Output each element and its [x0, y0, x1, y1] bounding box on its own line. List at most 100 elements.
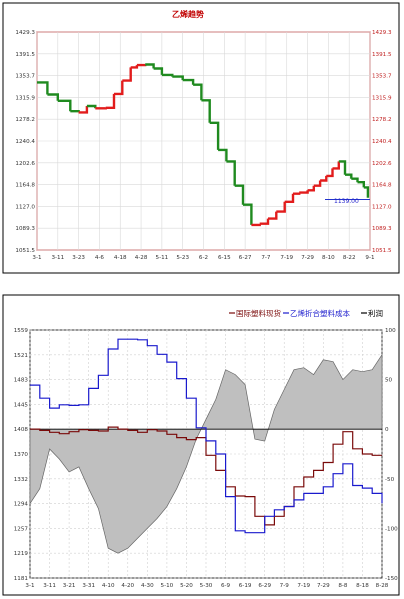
chart1-step-segment: [276, 201, 286, 213]
chart2-series-lines: [30, 338, 383, 534]
chart1-ytick-left: 1051.5: [15, 248, 35, 254]
chart1-xtick: 5-11: [156, 255, 169, 261]
chart2-ytick-left: 1408: [14, 427, 29, 433]
chart2-ytick-left: 1294: [14, 502, 29, 508]
chart2-xtick: 4-20: [121, 583, 134, 589]
chart2-ytick-right: 100: [385, 328, 396, 334]
chart1-step-segment: [320, 175, 328, 182]
chart2-ytick-left: 1370: [14, 452, 29, 458]
chart1-step-segment: [209, 121, 220, 150]
chart1-step-segment: [284, 193, 295, 203]
chart1-step-segment: [218, 148, 228, 162]
chart1-step-segment: [243, 203, 253, 225]
chart2-ytick-left: 1332: [14, 477, 28, 483]
chart1-ytick-right: 1353.7: [372, 74, 392, 80]
chart1-ytick-left: 1391.5: [15, 52, 35, 58]
chart2-line-spot: [30, 426, 382, 526]
chart2-ytick-left: 1559: [14, 328, 29, 334]
chart1-step-segment: [313, 180, 322, 187]
chart1-step-segment: [182, 78, 195, 85]
chart1-xtick: 5-23: [176, 255, 189, 261]
chart1-ytick-left: 1202.6: [15, 161, 35, 167]
chart1-step-segment: [193, 83, 203, 101]
chart2-ytick-left: 1181: [14, 576, 29, 582]
chart1-annotation: 1139.00: [334, 198, 359, 205]
chart1-step-segment: [70, 110, 80, 113]
chart1-ytick-right: 1278.2: [372, 117, 392, 123]
chart2-xtick: 8-18: [356, 583, 369, 589]
chart1-xtick: 9-1: [365, 255, 375, 261]
chart1-step-segment: [153, 67, 164, 75]
chart2-xtick: 3-21: [63, 583, 76, 589]
chart1-ytick-left: 1127.0: [15, 204, 35, 210]
chart2-xtick: 3-11: [43, 583, 56, 589]
chart1-step-segment: [201, 99, 211, 123]
chart2-line-cost: [30, 338, 383, 534]
chart2-xtick: 3-1: [25, 583, 35, 589]
chart2-xtick: 8-28: [376, 583, 389, 589]
chart1-step-segment: [136, 63, 147, 67]
chart1-xtick: 6-27: [239, 255, 252, 261]
chart2-ytick-left: 1483: [14, 378, 29, 384]
chart2-ytick-left: 1521: [14, 353, 29, 359]
chart2-ytick-left: 1257: [14, 526, 29, 532]
chart1-xtick: 4-18: [114, 255, 127, 261]
chart1-ytick-right: 1315.9: [372, 95, 392, 101]
chart1-ytick-right: 1089.3: [372, 226, 392, 232]
chart2-x-axis: 3-1 3-11 3-21 3-31 4-10 4-20 4-30 5-10 5-20 5-30 6…: [25, 583, 388, 589]
chart2-xtick: 5-20: [180, 583, 193, 589]
chart1-step-segment: [357, 181, 365, 188]
chart2-xtick: 6-9: [221, 583, 231, 589]
chart1-ytick-right: 1202.6: [372, 161, 392, 167]
chart2-ytick-right: 50: [385, 378, 393, 384]
chart2-xtick: 6-29: [258, 583, 271, 589]
chart2-ytick-right: -50: [385, 477, 395, 483]
chart1-ytick-left: 1278.2: [15, 117, 35, 123]
chart2-ytick-left: 1445: [14, 402, 29, 408]
chart1-ytick-right: 1429.3: [372, 30, 392, 36]
chart1-xtick: 4-6: [95, 255, 105, 261]
chart1-step-segment: [268, 211, 278, 220]
chart1-step-segment: [95, 107, 107, 110]
chart1-ytick-left: 1089.3: [15, 226, 35, 232]
chart1-xtick: 7-7: [261, 255, 271, 261]
chart1-ytick-left: 1240.4: [15, 139, 35, 145]
chart1-title: 乙烯趋势: [172, 9, 204, 19]
chart2-legend-label: 国际塑料现货: [236, 308, 281, 318]
chart1-y-axis-right: 1429.3 1391.5 1353.7 1315.9 1278.2 1240.4 1202…: [372, 30, 392, 254]
chart1-xtick: 6-15: [218, 255, 231, 261]
chart1-grid: [36, 31, 371, 251]
chart1-step-segment: [105, 93, 116, 109]
chart1-step-segment: [259, 218, 270, 225]
chart1-ytick-right: 1164.8: [372, 183, 392, 189]
chart2-xtick: 4-30: [141, 583, 154, 589]
chart1-step-segment: [78, 106, 89, 114]
chart2-legend-label: 利润: [368, 308, 383, 318]
chart1-xtick: 3-11: [51, 255, 64, 261]
chart1-xtick: 3-1: [32, 255, 42, 261]
chart1-xtick: 3-23: [72, 255, 85, 261]
chart1-ytick-right: 1391.5: [372, 52, 392, 58]
chart1-step-segment: [234, 184, 245, 205]
chart1-step-segment: [307, 185, 315, 192]
chart2-legend-label: 乙烯折合塑料成本: [290, 308, 350, 318]
chart1-ytick-left: 1164.8: [15, 183, 35, 189]
chart1-xtick: 7-19: [280, 255, 293, 261]
chart2-xtick: 7-19: [297, 583, 310, 589]
chart1-step-segment: [363, 186, 370, 198]
chart1-step-segment: [226, 160, 236, 186]
chart1-step-segment: [345, 173, 353, 179]
chart1-step-segment: [122, 67, 132, 82]
chart2-profit-area-path: [29, 353, 383, 554]
chart2-y-axis-left: 1559 1521 1483 1445 1408 1370 1332 1294 1257 1219…: [14, 328, 29, 582]
chart2-xtick: 8-8: [338, 583, 348, 589]
chart1-xtick: 8-10: [322, 255, 335, 261]
chart2-xtick: 5-10: [161, 583, 174, 589]
chart1-y-axis-left: 1429.3 1391.5 1353.7 1315.9 1278.2 1240.4 1202…: [15, 30, 35, 254]
chart2-ytick-right: 0: [385, 427, 389, 433]
chart2-ytick-right: -150: [385, 576, 398, 582]
chart1-step-segment: [37, 81, 49, 95]
chart1-xtick: 8-22: [343, 255, 356, 261]
chart1-xtick: 7-29: [301, 255, 314, 261]
